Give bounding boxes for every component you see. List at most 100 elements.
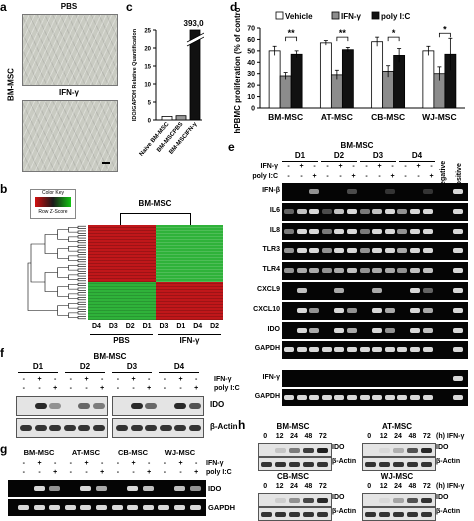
treatment-sign: - xyxy=(101,460,104,467)
heatmap-col-tree-right xyxy=(190,213,191,225)
blot-band xyxy=(379,498,390,503)
heatmap-col: D1 xyxy=(142,323,152,330)
blot-strip xyxy=(362,493,436,507)
gel-band xyxy=(18,505,29,510)
treatment-sign: - xyxy=(101,376,104,383)
gel-band xyxy=(384,327,395,333)
gene-label: GAPDH xyxy=(254,345,280,353)
gel-band xyxy=(321,208,332,214)
gel-band xyxy=(321,248,332,254)
panel-label-b: b xyxy=(0,182,8,196)
dendrogram-branch xyxy=(44,234,58,254)
gel-band xyxy=(410,347,420,353)
treatment-sign: - xyxy=(195,376,198,383)
gel-band xyxy=(422,307,433,313)
panel-label-g: g xyxy=(0,442,8,456)
group-label: CB-MSC xyxy=(118,448,148,457)
gel-band xyxy=(309,327,320,333)
gel-band xyxy=(453,288,463,293)
gel-band xyxy=(384,228,395,234)
blot-band xyxy=(407,498,418,503)
dendrogram-branch xyxy=(77,297,86,301)
donor-underline xyxy=(360,161,396,162)
treatment-sign: - xyxy=(148,376,151,383)
gel-band xyxy=(372,228,383,234)
donor-label: D1 xyxy=(294,151,306,160)
gel-band xyxy=(453,228,463,234)
color-key-subtitle: Row Z-Score xyxy=(38,209,68,215)
treatment-sign: - xyxy=(365,163,368,170)
treatment-sign: + xyxy=(416,163,421,170)
gel-band xyxy=(127,505,139,510)
gel-band xyxy=(142,505,154,510)
dendrogram-branch xyxy=(44,272,58,292)
gel-band xyxy=(49,505,61,510)
blot-strip xyxy=(112,418,204,438)
panel-e-polyic-signs: - - + - - + - - + - - + xyxy=(282,173,438,182)
treatment-sign: - xyxy=(339,173,342,180)
legend-swatch xyxy=(275,11,284,20)
gel-band xyxy=(296,395,307,400)
micrograph-pbs xyxy=(22,14,118,86)
treatment-sign: - xyxy=(69,376,73,383)
gel-row xyxy=(8,499,206,516)
time-label: 72 xyxy=(318,433,327,440)
treatment-sign: - xyxy=(391,163,394,170)
panel-f-polyic-label: poly I:C xyxy=(214,385,240,392)
dendrogram-branch xyxy=(77,225,86,229)
blot-band xyxy=(421,512,432,517)
dendrogram-branch xyxy=(77,240,86,244)
dendrogram-branch xyxy=(77,254,86,258)
legend-label: Vehicle xyxy=(285,12,313,21)
gel-band xyxy=(422,288,433,293)
treatment-sign: - xyxy=(365,173,368,180)
gel-band xyxy=(96,505,107,510)
time-unit: (h) IFN-γ xyxy=(436,433,465,440)
gel-band xyxy=(284,228,294,234)
gel-band xyxy=(453,395,463,400)
treatment-sign: - xyxy=(313,163,316,170)
heatmap-col-tree-left xyxy=(120,213,121,225)
gel-band xyxy=(384,189,395,194)
gel-band xyxy=(453,376,463,381)
treatment-sign: - xyxy=(69,469,73,476)
gel-band xyxy=(422,268,433,274)
donor-label: D1 xyxy=(32,362,44,371)
significance-mark: * xyxy=(392,28,396,38)
treatment-sign: - xyxy=(404,173,407,180)
bar xyxy=(319,42,332,109)
time-labels: 0 12 24 48 72 xyxy=(258,433,330,442)
treatment-sign: - xyxy=(116,376,120,383)
heatmap-block-pbs-down xyxy=(88,282,156,320)
dendrogram-branch xyxy=(77,287,86,291)
panel-a-side-label: BM-MSC xyxy=(6,68,16,101)
gel-band xyxy=(422,248,433,254)
gel-band xyxy=(397,395,408,400)
gel-band xyxy=(372,395,383,400)
heatmap-group-pbs: PBS xyxy=(113,336,130,345)
blot-band xyxy=(78,425,90,431)
blot-band xyxy=(379,448,390,453)
dendrogram-branch xyxy=(68,293,78,299)
blot-band xyxy=(275,512,286,517)
blot-band xyxy=(159,425,172,431)
treatment-sign: + xyxy=(178,376,183,383)
dendrogram-branch xyxy=(77,268,86,272)
blot-title: AT-MSC xyxy=(381,422,413,431)
treatment-sign: - xyxy=(69,385,73,392)
gel-row xyxy=(282,370,468,387)
treatment-sign: - xyxy=(132,385,135,392)
treatment-sign: + xyxy=(37,376,42,383)
gene-label: GAPDH xyxy=(254,393,280,400)
color-key-title: Color Key xyxy=(42,190,64,196)
gene-label: TLR4 xyxy=(262,266,281,274)
blot-row-label: β-Actin xyxy=(210,422,238,431)
gel-band xyxy=(453,307,463,313)
dendrogram-branch xyxy=(77,316,86,320)
y-axis-label: hPBMC proliferation (% of control) xyxy=(233,8,242,134)
dendrogram-branch xyxy=(77,311,86,315)
gene-label: IFN-γ xyxy=(262,374,281,381)
gel-row xyxy=(282,262,468,280)
pbs-bracket xyxy=(90,334,153,335)
